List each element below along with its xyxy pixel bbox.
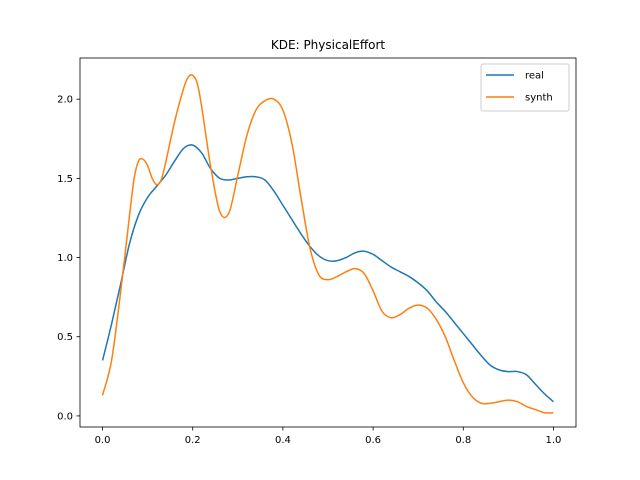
- x-tick-label: 0.0: [95, 435, 111, 446]
- x-tick-label: 0.2: [185, 435, 201, 446]
- y-tick-label: 2.0: [57, 95, 73, 106]
- y-tick-label: 0.0: [57, 411, 73, 422]
- plot-area: [101, 74, 554, 414]
- x-tick-label: 0.4: [275, 435, 291, 446]
- axes: 0.0 0.2 0.4 0.6 0.8 1.0 0.0 0.5 1.0 1.5 2.0: [57, 57, 577, 446]
- x-tick-label: 0.6: [365, 435, 381, 446]
- legend-label-real: real: [525, 71, 544, 82]
- chart-title: KDE: PhysicalEffort: [271, 38, 385, 52]
- x-tick-label: 0.8: [455, 435, 471, 446]
- legend-label-synth: synth: [525, 93, 553, 104]
- y-tick-label: 1.5: [57, 174, 73, 185]
- axes-frame: [79, 57, 577, 428]
- y-tick-label: 0.5: [57, 332, 73, 343]
- x-tick-label: 1.0: [546, 435, 562, 446]
- series-line-real: [101, 144, 554, 403]
- series-line-synth: [101, 74, 554, 414]
- y-tick-label: 1.0: [57, 253, 73, 264]
- legend: real synth: [480, 63, 570, 112]
